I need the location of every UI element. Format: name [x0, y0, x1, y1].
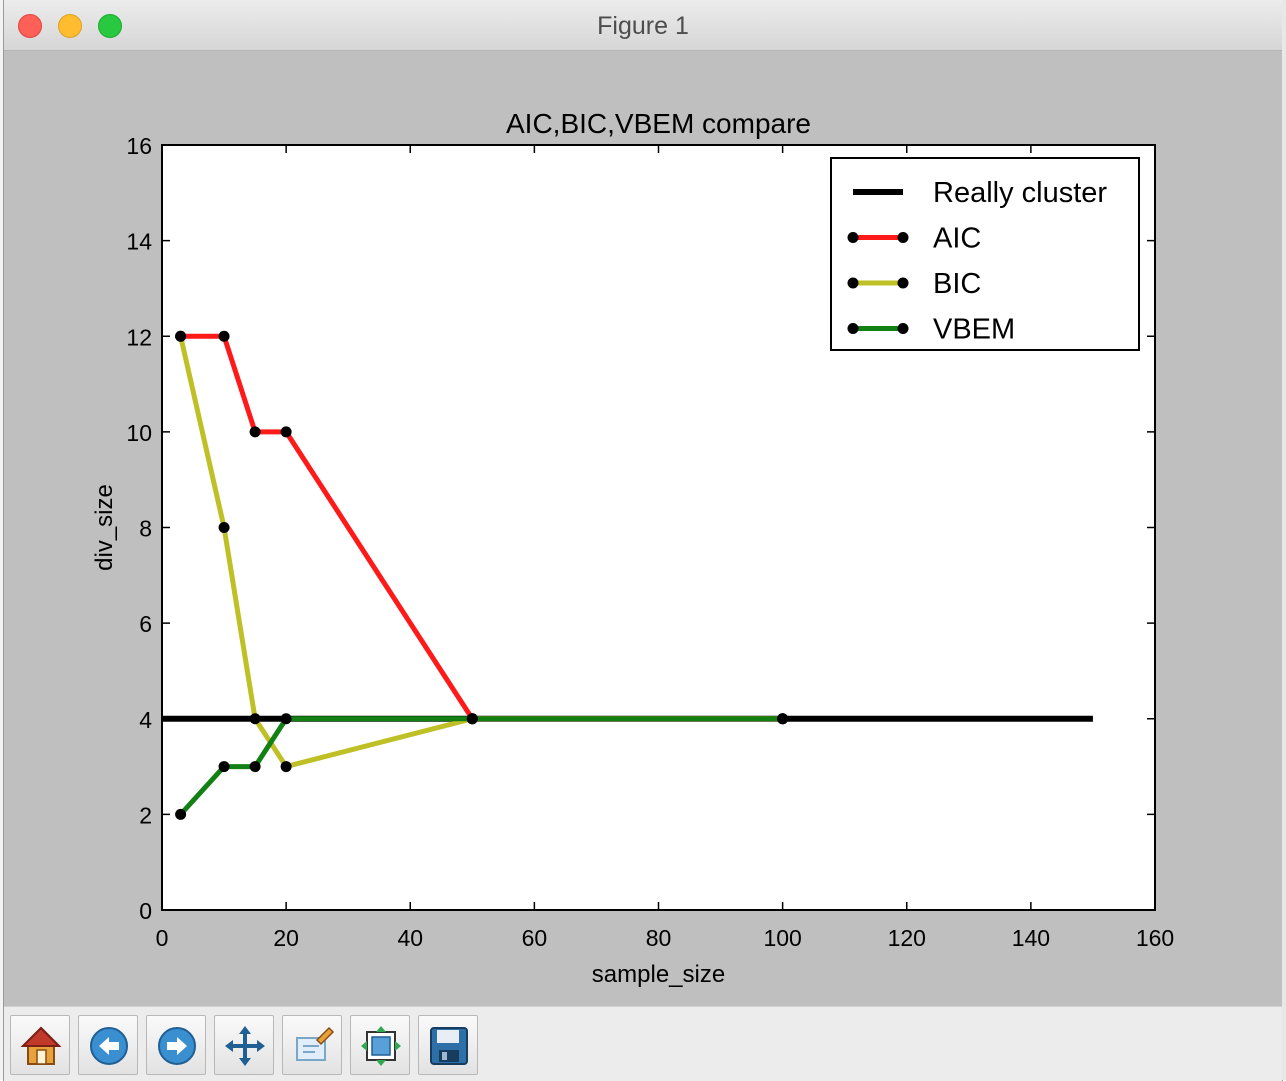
figure-window: Figure 1 AIC,BIC,VBEM compare sample_siz…	[4, 0, 1282, 1081]
x-tick-label: 120	[888, 925, 926, 951]
configure-subplots-icon	[361, 1026, 401, 1066]
y-tick-label: 6	[139, 611, 152, 637]
save-button[interactable]	[418, 1015, 478, 1075]
window-title: Figure 1	[597, 12, 689, 40]
x-axis-label: sample_size	[592, 961, 725, 988]
x-tick-label: 80	[646, 925, 672, 951]
data-point-vbem	[175, 808, 187, 820]
minimize-window-button[interactable]	[58, 14, 82, 38]
legend[interactable]: Really cluster AIC BIC VBEM	[830, 157, 1140, 351]
y-tick-label: 10	[126, 420, 152, 446]
legend-marker	[847, 232, 859, 243]
y-tick-label: 0	[139, 898, 152, 924]
data-point-vbem	[280, 713, 292, 725]
data-point-vbem	[466, 713, 478, 725]
navigation-toolbar	[4, 1006, 1282, 1081]
y-tick-label: 12	[126, 324, 152, 350]
legend-marker	[897, 232, 909, 243]
x-tick-label: 160	[1136, 925, 1174, 951]
series-layer	[162, 330, 1093, 820]
pan-move-icon	[225, 1026, 265, 1066]
axis-ticks: 0 20 40 60 80 100 120 140 160 0 2 4 6 8 10 12 14 16	[126, 133, 1174, 951]
zoom-rect-icon	[296, 1026, 335, 1061]
home-button[interactable]	[10, 1015, 70, 1075]
back-arrow-icon	[90, 1027, 128, 1065]
y-tick-label: 2	[139, 802, 152, 828]
series-line-vbem	[178, 716, 783, 817]
legend-marker	[897, 323, 909, 334]
legend-marker	[847, 323, 859, 334]
legend-label: VBEM	[933, 314, 1015, 346]
x-tick-label: 140	[1012, 925, 1050, 951]
subplots-button[interactable]	[350, 1015, 410, 1075]
data-point-vbem	[777, 713, 789, 725]
x-tick-label: 60	[522, 925, 548, 951]
title-bar[interactable]: Figure 1	[4, 0, 1282, 51]
zoom-window-button[interactable]	[98, 14, 122, 38]
save-disk-icon	[430, 1027, 468, 1065]
forward-button[interactable]	[146, 1015, 206, 1075]
y-tick-label: 8	[139, 516, 152, 542]
data-point-aic	[218, 330, 230, 342]
legend-label: AIC	[933, 223, 981, 255]
x-tick-label: 0	[156, 925, 169, 951]
legend-marker	[897, 277, 909, 289]
figure-canvas[interactable]: AIC,BIC,VBEM compare sample_size div_siz…	[4, 51, 1282, 1006]
y-tick-label: 14	[126, 229, 152, 255]
line-chart: AIC,BIC,VBEM compare sample_size div_siz…	[91, 108, 1174, 988]
zoom-button[interactable]	[282, 1015, 342, 1075]
forward-arrow-icon	[158, 1027, 196, 1065]
pan-button[interactable]	[214, 1015, 274, 1075]
legend-marker	[847, 277, 859, 289]
close-window-button[interactable]	[18, 14, 42, 38]
x-tick-label: 20	[273, 925, 299, 951]
plot-frame	[161, 144, 1156, 911]
back-button[interactable]	[78, 1015, 138, 1075]
y-tick-label: 16	[126, 133, 152, 159]
legend-label: Really cluster	[933, 177, 1107, 209]
data-point-vbem	[249, 761, 261, 773]
data-point-aic	[249, 426, 261, 438]
data-point-bic	[218, 522, 230, 533]
home-icon	[20, 1026, 62, 1065]
data-point-bic	[280, 761, 292, 773]
chart-title: AIC,BIC,VBEM compare	[506, 108, 811, 139]
y-tick-label: 4	[139, 707, 152, 733]
legend-label: BIC	[933, 268, 981, 300]
x-tick-label: 40	[397, 925, 423, 951]
data-point-aic	[280, 426, 292, 438]
data-point-bic	[249, 713, 261, 725]
desktop-edge	[1282, 0, 1286, 1080]
x-tick-label: 100	[763, 925, 801, 951]
data-point-vbem	[218, 761, 230, 773]
y-axis-label: div_size	[91, 484, 118, 571]
data-point-bic	[175, 330, 187, 342]
